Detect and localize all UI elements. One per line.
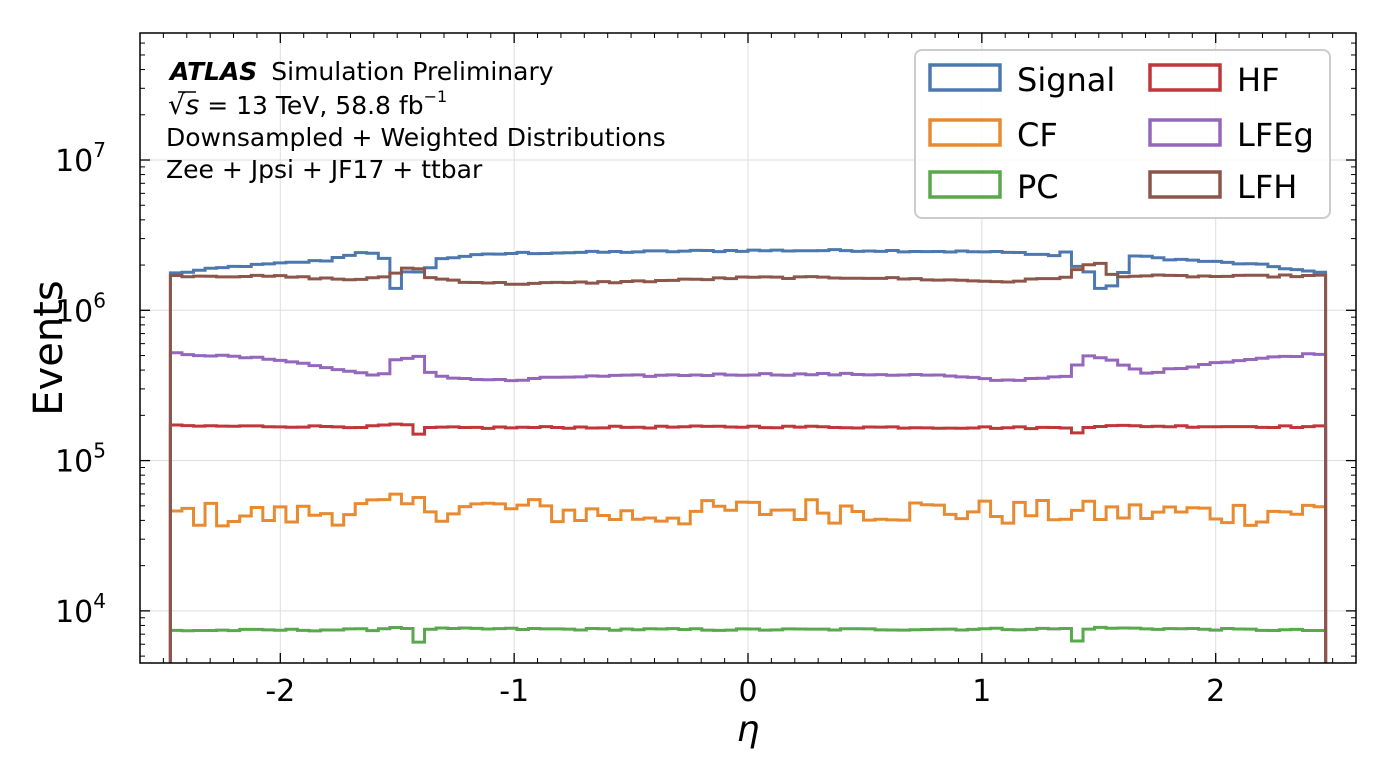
series-lfh-line [168,261,1328,663]
series-pc-line [168,625,1328,663]
annotation-line1: ATLAS Simulation Preliminary [168,57,554,86]
legend-items: Signal HF CF LFEg PC LFH [928,61,1314,206]
legend-swatch-signal [928,63,1002,92]
energy-lumi-text: = 13 TeV, 58.8 fb [199,91,423,120]
legend-swatch-hf [1148,63,1222,92]
atlas-label: ATLAS [168,57,257,86]
y-tick-label: 105 [55,439,106,480]
annotation-line2: √s = 13 TeV, 58.8 fb−1 [168,87,447,121]
legend-label-signal: Signal [1017,61,1115,99]
annotation-line3: Downsampled + Weighted Distributions [166,123,666,152]
x-tick-label: 2 [1206,674,1225,709]
y-axis-label: Events [26,280,72,415]
series-lfeg-line [168,351,1328,663]
legend-label-cf: CF [1017,116,1058,154]
annotation-line4: Zee + Jpsi + JF17 + ttbar [166,155,483,184]
legend-swatch-cf [928,118,1002,147]
y-tick-label: 107 [55,138,106,179]
tick-labels: -2 -1 0 1 2 104 105 106 107 [55,138,1225,709]
x-tick-label: 0 [738,674,757,709]
series-signal-line [168,248,1328,663]
legend-label-lfeg: LFEg [1237,116,1314,154]
series-layer [168,248,1328,663]
annotation: ATLAS Simulation Preliminary √s = 13 TeV… [166,57,666,184]
series-cf-line [168,492,1328,663]
legend-swatch-pc [928,170,1002,199]
sqrt-symbol: √ [168,90,186,121]
legend-label-hf: HF [1237,61,1279,99]
x-tick-label: -2 [265,674,295,709]
lumi-exponent: −1 [424,87,448,106]
legend: Signal HF CF LFEg PC LFH [914,49,1331,219]
x-tick-label: 1 [972,674,991,709]
y-tick-label: 104 [55,589,106,630]
legend-label-lfh: LFH [1237,168,1297,206]
legend-label-pc: PC [1017,168,1059,206]
legend-box [914,49,1331,219]
simulation-label: Simulation Preliminary [271,57,553,86]
s-symbol: s [185,90,199,121]
x-tick-label: -1 [499,674,529,709]
ticks [139,32,1357,663]
legend-swatch-lfeg [1148,118,1222,147]
series-hf-line [168,422,1328,663]
y-tick-label: 106 [55,288,106,329]
legend-swatch-lfh [1148,170,1222,199]
x-axis-label: η [737,709,760,750]
